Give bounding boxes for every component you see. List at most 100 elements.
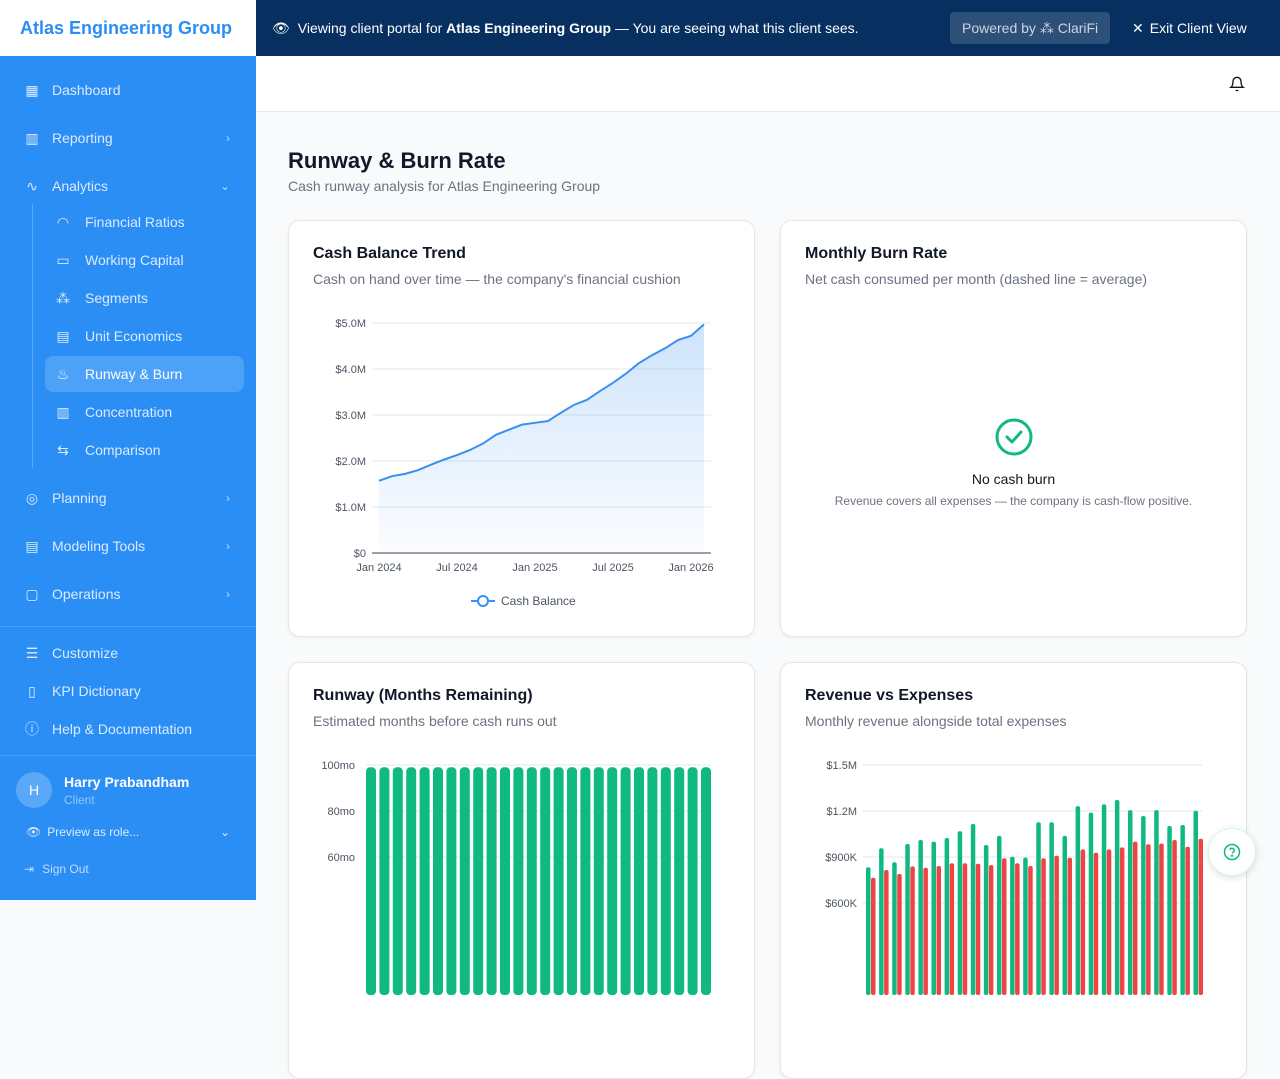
y-tick-label: $4.0M [335,364,366,376]
revenue-expenses-card: Revenue vs Expenses Monthly revenue alon… [780,662,1247,1079]
revenue-bar [1049,822,1054,995]
chevron-down-icon: ⌄ [219,179,230,193]
sidebar-item-dashboard[interactable]: ▦ Dashboard [16,72,244,108]
empty-text: Revenue covers all expenses — the compan… [834,494,1193,508]
chevron-right-icon: › [226,131,230,145]
expense-bar [871,877,876,995]
powered-by-badge: Powered by ⁂ ClariFi [950,12,1111,44]
expense-bar [1067,857,1072,995]
sidebar-item-label: Analytics [52,178,109,194]
x-tick-label: Jul 2024 [436,562,478,574]
runway-bar [379,767,390,995]
y-tick-label: $2.0M [335,456,366,468]
gauge-icon: ◠ [56,213,70,230]
bell-icon[interactable] [1229,76,1245,92]
revenue-bar [1193,810,1198,995]
y-tick-label: $0 [354,548,366,560]
expense-bar [1159,843,1164,995]
sidebar-item-modeling-tools[interactable]: ▤ Modeling Tools › [16,528,244,564]
sidebar-item-label: Dashboard [52,82,121,98]
sidebar-item-working-capital[interactable]: ▭ Working Capital [45,242,244,278]
user-profile[interactable]: H Harry Prabandham Client [16,772,189,808]
sidebar-item-runway-burn[interactable]: ♨ Runway & Burn [45,356,244,392]
sidebar-item-kpi-dictionary[interactable]: ▯ KPI Dictionary [16,673,244,709]
sliders-icon: ☰ [25,644,39,661]
card-subtitle: Cash on hand over time — the company's f… [313,271,681,287]
y-tick-label: $900K [825,852,857,864]
help-button[interactable] [1208,828,1256,876]
sidebar-item-segments[interactable]: ⁂ Segments [45,280,244,316]
y-tick-label: $1.0M [335,502,366,514]
target-icon: ◎ [25,489,39,506]
sidebar-item-operations[interactable]: ▢ Operations › [16,576,244,612]
revenue-bar [866,867,871,995]
expense-bar [1002,858,1007,995]
sidebar-item-customize[interactable]: ☰ Customize [16,635,244,671]
sidebar-item-label: Concentration [85,404,173,420]
flame-icon: ♨ [56,365,70,382]
runway-bar [647,767,658,995]
book-icon: ▯ [28,682,36,699]
sidebar-item-label: KPI Dictionary [52,683,141,699]
sidebar-item-planning[interactable]: ◎ Planning › [16,480,244,516]
preview-role-select[interactable]: 👁 Preview as role... ⌄ [26,825,230,839]
sidebar-item-label: Customize [52,645,119,661]
runway-bar [593,767,604,995]
expense-bar [923,867,928,995]
runway-bar [486,767,497,995]
runway-bar [513,767,524,995]
y-tick-label: $3.0M [335,410,366,422]
expense-bar [1172,839,1177,995]
revenue-bar [918,839,923,995]
sidebar-item-label: Segments [85,290,149,306]
sidebar-item-unit-economics[interactable]: ▤ Unit Economics [45,318,244,354]
sidebar-item-help-documentation[interactable]: ⓘ Help & Documentation [16,711,244,747]
empty-title: No cash burn [971,471,1056,487]
card-title: Runway (Months Remaining) [313,687,533,704]
runway-bar [620,767,631,995]
chevron-right-icon: › [226,491,230,505]
sidebar-item-reporting[interactable]: ▥ Reporting › [16,120,244,156]
sign-out-button[interactable]: ⇥ Sign Out [24,862,89,876]
card-title: Cash Balance Trend [313,245,466,262]
sidebar-item-label: Reporting [52,130,113,146]
chevron-right-icon: › [226,539,230,553]
sidebar-item-label: Comparison [85,442,161,458]
revenue-bar [879,848,884,995]
divider [0,626,256,627]
boxes-icon: ⁂ [56,289,70,306]
sidebar-item-analytics[interactable]: ∿ Analytics ⌄ [16,168,244,204]
runway-bar [392,767,403,995]
help-icon [1223,843,1241,861]
legend-marker [477,595,489,607]
card-subtitle: Estimated months before cash runs out [313,713,557,729]
cash-balance-card: Cash Balance Trend Cash on hand over tim… [288,220,755,637]
runway-bar [580,767,591,995]
y-tick-label: $1.5M [826,760,857,772]
sidebar-item-label: Operations [52,586,121,602]
sidebar: Atlas Engineering Group ▦ Dashboard ▥ Repor… [0,0,256,900]
revenue-bar [1036,822,1041,995]
y-tick-label: 80mo [327,806,355,818]
top-bar [256,56,1280,112]
card-title: Monthly Burn Rate [805,245,948,262]
exit-client-view-button[interactable]: ✕ Exit Client View [1132,19,1247,37]
eye-icon: 👁 [272,19,290,36]
runway-card: Runway (Months Remaining) Estimated mont… [288,662,755,1079]
sidebar-item-financial-ratios[interactable]: ◠ Financial Ratios [45,204,244,240]
revenue-bar [944,837,950,995]
runway-bar [634,767,644,995]
eye-icon: 👁 [26,825,42,839]
revenue-bar [1075,806,1081,995]
sidebar-item-comparison[interactable]: ⇆ Comparison [45,432,244,468]
sparkle-icon: ⁂ [1039,19,1054,36]
legend-label: Cash Balance [501,594,576,608]
close-icon: ✕ [1132,19,1144,36]
card-subtitle: Monthly revenue alongside total expenses [805,713,1067,729]
cash-balance-chart: $0 $1.0M $2.0M $3.0M $4.0M $5.0M Jan 2024 Jul 2… [335,318,713,608]
revenue-expenses-chart: $1.5M$1.2M$900K$600K [825,760,1203,995]
sidebar-item-concentration[interactable]: ▥ Concentration [45,394,244,430]
org-logo[interactable]: Atlas Engineering Group [0,0,256,56]
sidebar-item-label: Modeling Tools [52,538,146,554]
expense-bar [936,866,941,995]
